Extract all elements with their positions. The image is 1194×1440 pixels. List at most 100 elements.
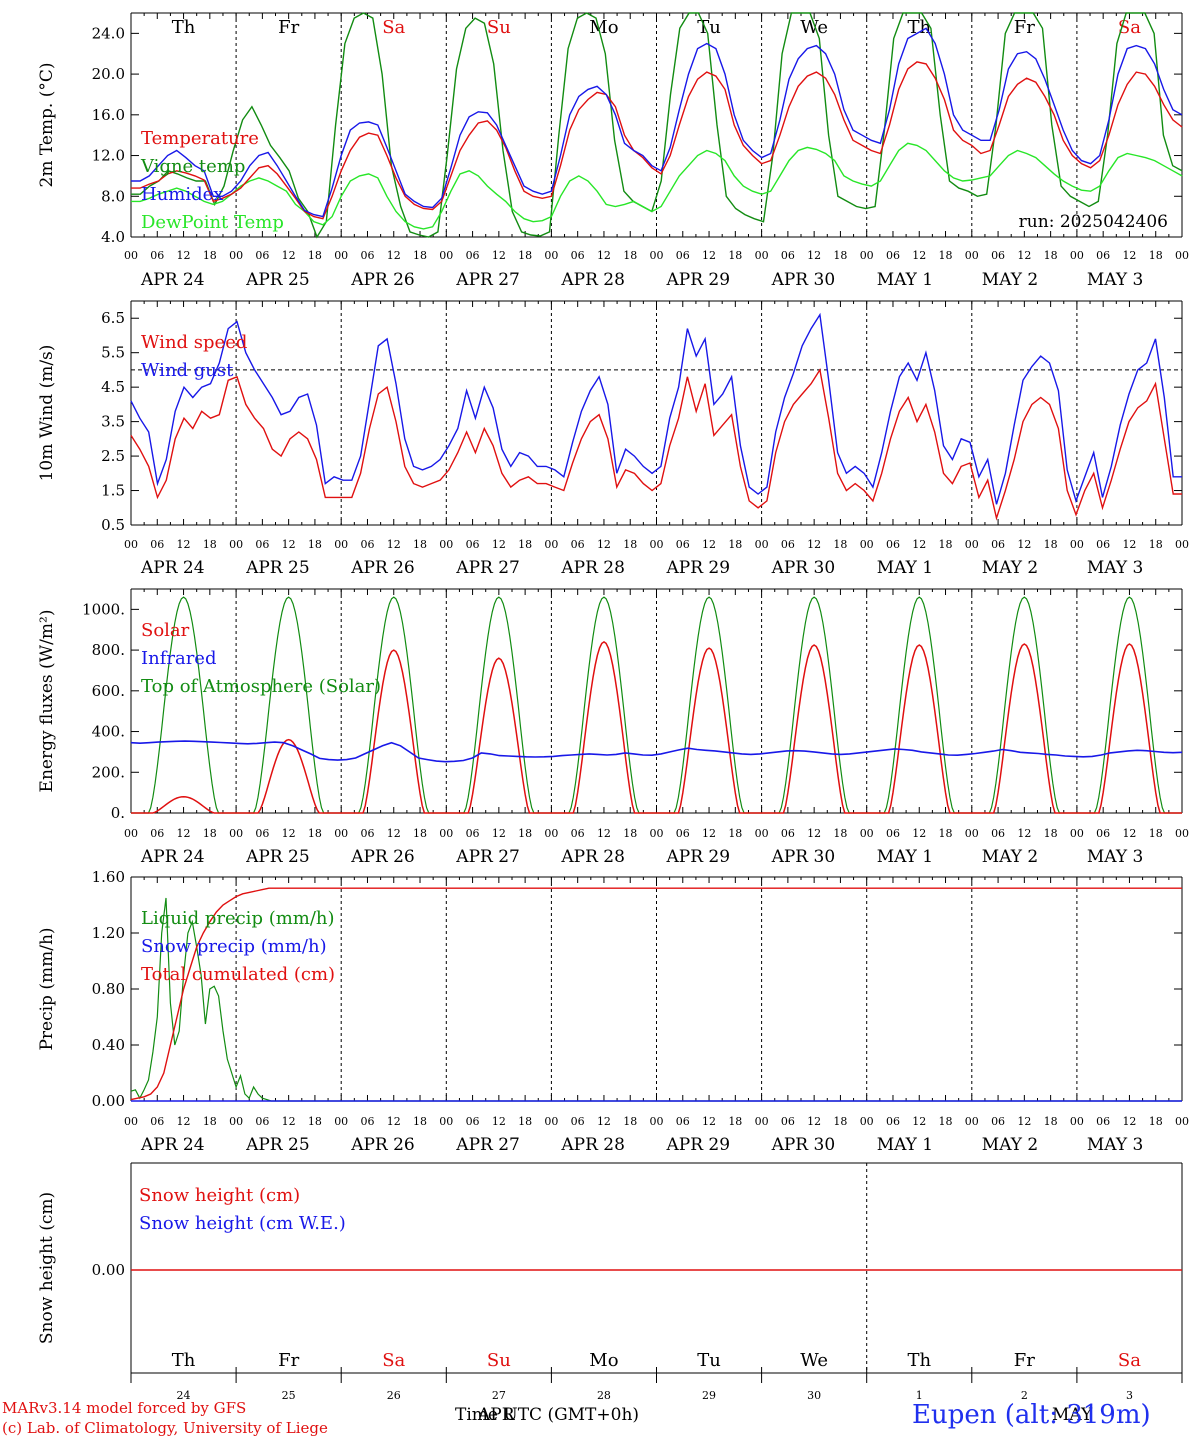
date-label: MAY 1 — [877, 847, 933, 867]
hour-tick-label: 06 — [991, 538, 1005, 551]
bottom-day-number: 28 — [597, 1389, 611, 1402]
hour-tick-label: 00 — [124, 249, 138, 262]
hour-tick-label: 12 — [807, 827, 821, 840]
date-label: APR 28 — [560, 847, 625, 867]
hour-tick-label: 18 — [1044, 538, 1058, 551]
hour-tick-label: 18 — [833, 1115, 847, 1128]
date-label: APR 26 — [350, 1135, 415, 1155]
hour-tick-label: 00 — [439, 1115, 453, 1128]
y-tick-label: 800. — [92, 641, 125, 659]
y-tick-label: 4.5 — [101, 378, 125, 396]
hour-tick-label: 12 — [702, 249, 716, 262]
hour-tick-label: 12 — [492, 249, 506, 262]
hour-tick-label: 12 — [807, 538, 821, 551]
series-humidex — [131, 27, 1183, 218]
hour-tick-label: 00 — [124, 538, 138, 551]
hour-tick-label: 06 — [991, 1115, 1005, 1128]
hour-tick-label: 18 — [413, 249, 427, 262]
hour-tick-label: 00 — [334, 538, 348, 551]
hour-tick-label: 00 — [755, 1115, 769, 1128]
hour-tick-label: 06 — [1096, 538, 1110, 551]
y-tick-label: 200. — [92, 763, 125, 781]
hour-tick-label: 12 — [282, 827, 296, 840]
y-tick-label: 1.60 — [92, 868, 125, 886]
date-label: APR 26 — [350, 847, 415, 867]
hour-tick-label: 18 — [623, 827, 637, 840]
hour-tick-label: 12 — [702, 1115, 716, 1128]
hour-tick-label: 06 — [676, 538, 690, 551]
hour-tick-label: 06 — [255, 538, 269, 551]
hour-tick-label: 06 — [466, 827, 480, 840]
y-tick-label: 12.0 — [92, 147, 125, 165]
hour-tick-label: 00 — [860, 538, 874, 551]
hour-tick-label: 12 — [702, 538, 716, 551]
hour-tick-label: 12 — [387, 538, 401, 551]
hour-tick-label: 12 — [1017, 249, 1031, 262]
hour-tick-label: 18 — [1149, 538, 1163, 551]
bottom-weekday-label: Th — [172, 1350, 196, 1371]
hour-tick-label: 06 — [1096, 827, 1110, 840]
hour-tick-label: 06 — [781, 1115, 795, 1128]
weekday-label: We — [800, 17, 828, 38]
date-label: APR 24 — [140, 847, 205, 867]
hour-tick-label: 06 — [360, 827, 374, 840]
series-liquid-precip — [130, 897, 1182, 1102]
hour-tick-label: 12 — [387, 1115, 401, 1128]
hour-tick-label: 18 — [308, 538, 322, 551]
hour-tick-label: 18 — [1044, 827, 1058, 840]
y-tick-label: 1.20 — [92, 924, 125, 942]
date-label: APR 29 — [666, 270, 731, 290]
weekday-label: Tu — [697, 17, 721, 38]
bottom-day-number: 29 — [702, 1389, 716, 1402]
hour-tick-label: 18 — [1149, 249, 1163, 262]
hour-tick-label: 00 — [650, 249, 664, 262]
hour-tick-label: 12 — [597, 827, 611, 840]
hour-tick-label: 00 — [1070, 827, 1084, 840]
hour-tick-label: 06 — [886, 249, 900, 262]
hour-tick-label: 00 — [544, 827, 558, 840]
date-label: APR 27 — [455, 847, 520, 867]
station-label: Eupen (alt: 319m) — [912, 1400, 1151, 1430]
hour-tick-label: 18 — [728, 1115, 742, 1128]
y-tick-label: 1.5 — [101, 482, 125, 500]
hour-tick-label: 00 — [860, 249, 874, 262]
hour-tick-label: 18 — [1149, 827, 1163, 840]
bottom-day-number: 1 — [916, 1389, 923, 1402]
bottom-weekday-label: Su — [487, 1350, 511, 1371]
hour-tick-label: 06 — [571, 249, 585, 262]
hour-tick-label: 12 — [912, 1115, 926, 1128]
date-label: MAY 1 — [877, 1135, 933, 1155]
hour-tick-label: 00 — [439, 249, 453, 262]
date-label: APR 29 — [666, 558, 731, 578]
hour-tick-label: 06 — [360, 249, 374, 262]
hour-tick-label: 18 — [1044, 249, 1058, 262]
x-axis-label: Time UTC (GMT+0h) — [455, 1405, 640, 1425]
bottom-weekday-label: We — [800, 1350, 828, 1371]
hour-tick-label: 00 — [1070, 1115, 1084, 1128]
date-label: APR 27 — [455, 558, 520, 578]
hour-tick-label: 12 — [1122, 827, 1136, 840]
hour-tick-label: 00 — [229, 249, 243, 262]
y-tick-label: 0.5 — [101, 516, 125, 534]
date-label: APR 26 — [350, 270, 415, 290]
y-tick-label: 0.00 — [92, 1261, 125, 1279]
legend-wind-speed: Wind speed — [141, 332, 247, 353]
hour-tick-label: 00 — [439, 538, 453, 551]
hour-tick-label: 12 — [1017, 827, 1031, 840]
legend-vigne-temp: Vigne temp — [140, 156, 245, 177]
y-tick-label: 2.5 — [101, 447, 125, 465]
y-tick-label: 0.40 — [92, 1036, 125, 1054]
hour-tick-label: 00 — [334, 249, 348, 262]
date-label: MAY 3 — [1087, 1135, 1143, 1155]
hour-tick-label: 18 — [203, 538, 217, 551]
hour-tick-label: 18 — [623, 1115, 637, 1128]
hour-tick-label: 00 — [965, 1115, 979, 1128]
hour-tick-label: 18 — [939, 249, 953, 262]
hour-tick-label: 00 — [650, 1115, 664, 1128]
hour-tick-label: 18 — [939, 1115, 953, 1128]
hour-tick-label: 06 — [360, 1115, 374, 1128]
hour-tick-label: 18 — [939, 538, 953, 551]
hour-tick-label: 12 — [282, 249, 296, 262]
hour-tick-label: 12 — [597, 1115, 611, 1128]
bottom-day-number: 3 — [1126, 1389, 1133, 1402]
